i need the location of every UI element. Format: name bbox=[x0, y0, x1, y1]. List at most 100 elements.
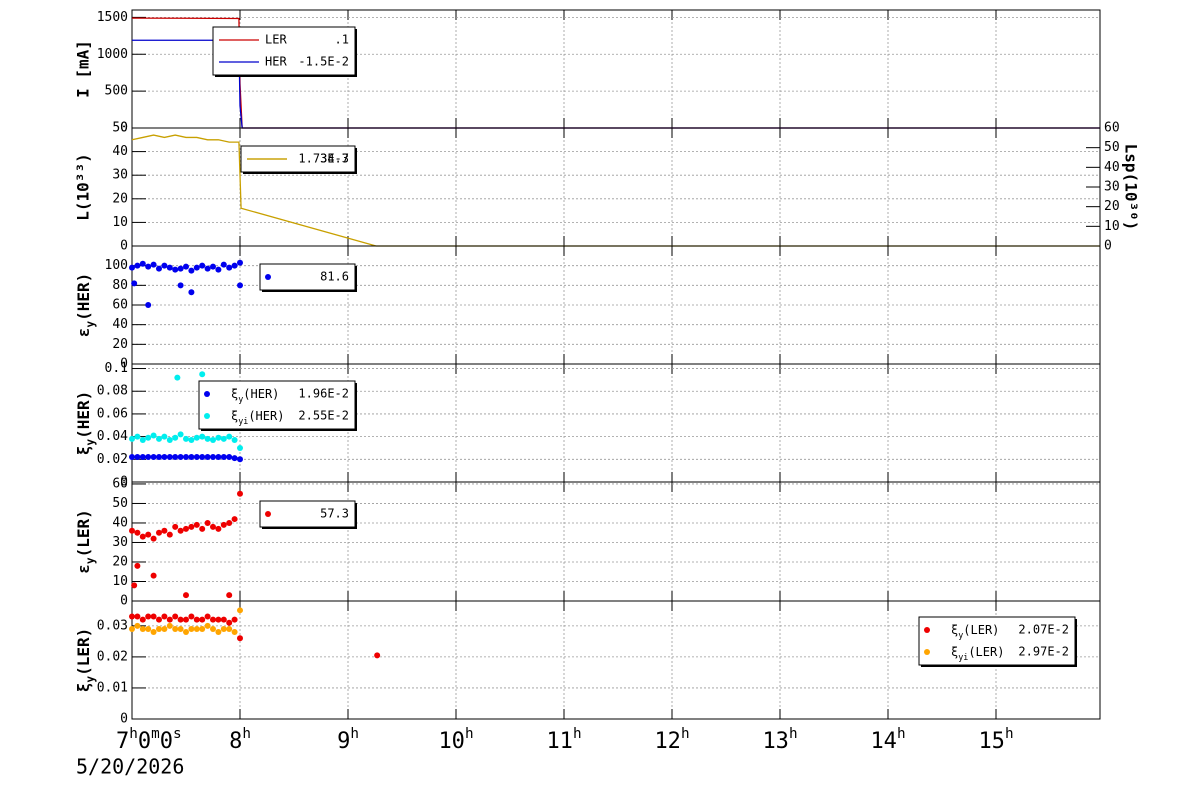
point bbox=[199, 454, 206, 461]
point bbox=[188, 523, 195, 530]
y-axis-label: ξy(HER) bbox=[74, 391, 97, 456]
y2-tick-label: 10 bbox=[1104, 219, 1120, 234]
point bbox=[209, 625, 216, 632]
legend-value: .1 bbox=[335, 33, 349, 47]
line bbox=[131, 134, 377, 247]
point bbox=[161, 527, 168, 534]
point bbox=[177, 625, 184, 632]
point bbox=[231, 616, 238, 623]
x-tick-label: 9h bbox=[337, 726, 359, 754]
point bbox=[236, 444, 243, 451]
point bbox=[172, 523, 179, 530]
x-tick-label: 11h bbox=[546, 726, 581, 754]
legend-marker bbox=[204, 413, 210, 419]
point bbox=[177, 265, 184, 272]
y-tick-label: 500 bbox=[105, 84, 128, 99]
point bbox=[172, 454, 179, 461]
legend-value: -1.5E-2 bbox=[298, 55, 349, 69]
point bbox=[166, 622, 173, 629]
point bbox=[226, 625, 233, 632]
x-tick-label: 14h bbox=[870, 726, 905, 754]
point bbox=[174, 374, 181, 381]
point bbox=[161, 262, 168, 269]
point bbox=[236, 490, 243, 497]
point bbox=[131, 280, 138, 287]
point bbox=[166, 454, 173, 461]
y-tick-label: 0.1 bbox=[105, 361, 128, 376]
point bbox=[150, 432, 157, 439]
y-tick-label: 0.08 bbox=[97, 384, 128, 399]
y-tick-label: 1000 bbox=[97, 47, 128, 62]
point bbox=[129, 527, 135, 534]
point bbox=[150, 454, 157, 461]
point bbox=[166, 531, 173, 538]
point bbox=[236, 259, 243, 266]
legend-value: 81.6 bbox=[320, 270, 349, 284]
point bbox=[220, 521, 227, 528]
y-tick-label: 20 bbox=[112, 554, 128, 569]
point bbox=[177, 616, 184, 623]
point bbox=[145, 613, 152, 620]
y-tick-label: 0.01 bbox=[97, 680, 128, 695]
y-tick-label: 60 bbox=[112, 476, 128, 491]
point bbox=[193, 454, 200, 461]
point bbox=[150, 572, 157, 579]
y-tick-label: 0 bbox=[120, 121, 128, 136]
point bbox=[139, 260, 146, 267]
y2-tick-label: 20 bbox=[1104, 199, 1120, 214]
legend-box bbox=[212, 26, 356, 76]
point bbox=[199, 371, 206, 378]
legend-label: ξyi(LER) bbox=[951, 645, 1004, 662]
point bbox=[145, 531, 152, 538]
legend-marker bbox=[265, 274, 271, 280]
point bbox=[129, 454, 135, 461]
legend-value: 1.96E-2 bbox=[298, 387, 349, 401]
legend-marker bbox=[924, 649, 930, 655]
point bbox=[134, 622, 141, 629]
point bbox=[204, 519, 211, 526]
point bbox=[139, 616, 146, 623]
point bbox=[374, 652, 381, 659]
y-axis-label: εy(LER) bbox=[74, 509, 97, 574]
point bbox=[166, 437, 173, 444]
legend-box bbox=[198, 380, 356, 430]
point bbox=[220, 454, 227, 461]
y-tick-label: 10 bbox=[112, 574, 128, 589]
plot-frame bbox=[131, 600, 1101, 720]
x-tick-label: 15h bbox=[978, 726, 1013, 754]
point bbox=[231, 437, 238, 444]
point bbox=[188, 625, 195, 632]
y2-tick-label: 0 bbox=[1104, 239, 1112, 254]
point bbox=[209, 454, 216, 461]
point bbox=[226, 264, 233, 271]
point bbox=[145, 454, 152, 461]
point bbox=[226, 433, 233, 440]
y2-tick-label: 60 bbox=[1104, 121, 1120, 136]
point bbox=[193, 434, 200, 441]
point bbox=[182, 454, 189, 461]
point bbox=[182, 435, 189, 442]
point bbox=[193, 625, 200, 632]
x-tick-label: 8h bbox=[229, 726, 251, 754]
point bbox=[220, 625, 227, 632]
y-tick-label: 0 bbox=[120, 239, 128, 254]
y-tick-label: 0 bbox=[120, 594, 128, 609]
point bbox=[215, 266, 222, 273]
point bbox=[204, 435, 211, 442]
legend-marker bbox=[204, 391, 210, 397]
point bbox=[155, 265, 162, 272]
point bbox=[166, 616, 173, 623]
point bbox=[150, 629, 157, 636]
legend-value: 2.07E-2 bbox=[1018, 623, 1069, 637]
x-tick-label: 13h bbox=[762, 726, 797, 754]
point bbox=[204, 613, 211, 620]
y-tick-label: 80 bbox=[112, 278, 128, 293]
point bbox=[215, 525, 222, 532]
y-tick-label: 30 bbox=[112, 168, 128, 183]
legend-value: 2.55E-2 bbox=[298, 409, 349, 423]
point bbox=[145, 302, 152, 308]
point bbox=[226, 454, 233, 461]
legend-marker bbox=[265, 511, 271, 517]
point bbox=[150, 613, 157, 620]
y-tick-label: 50 bbox=[112, 121, 128, 136]
